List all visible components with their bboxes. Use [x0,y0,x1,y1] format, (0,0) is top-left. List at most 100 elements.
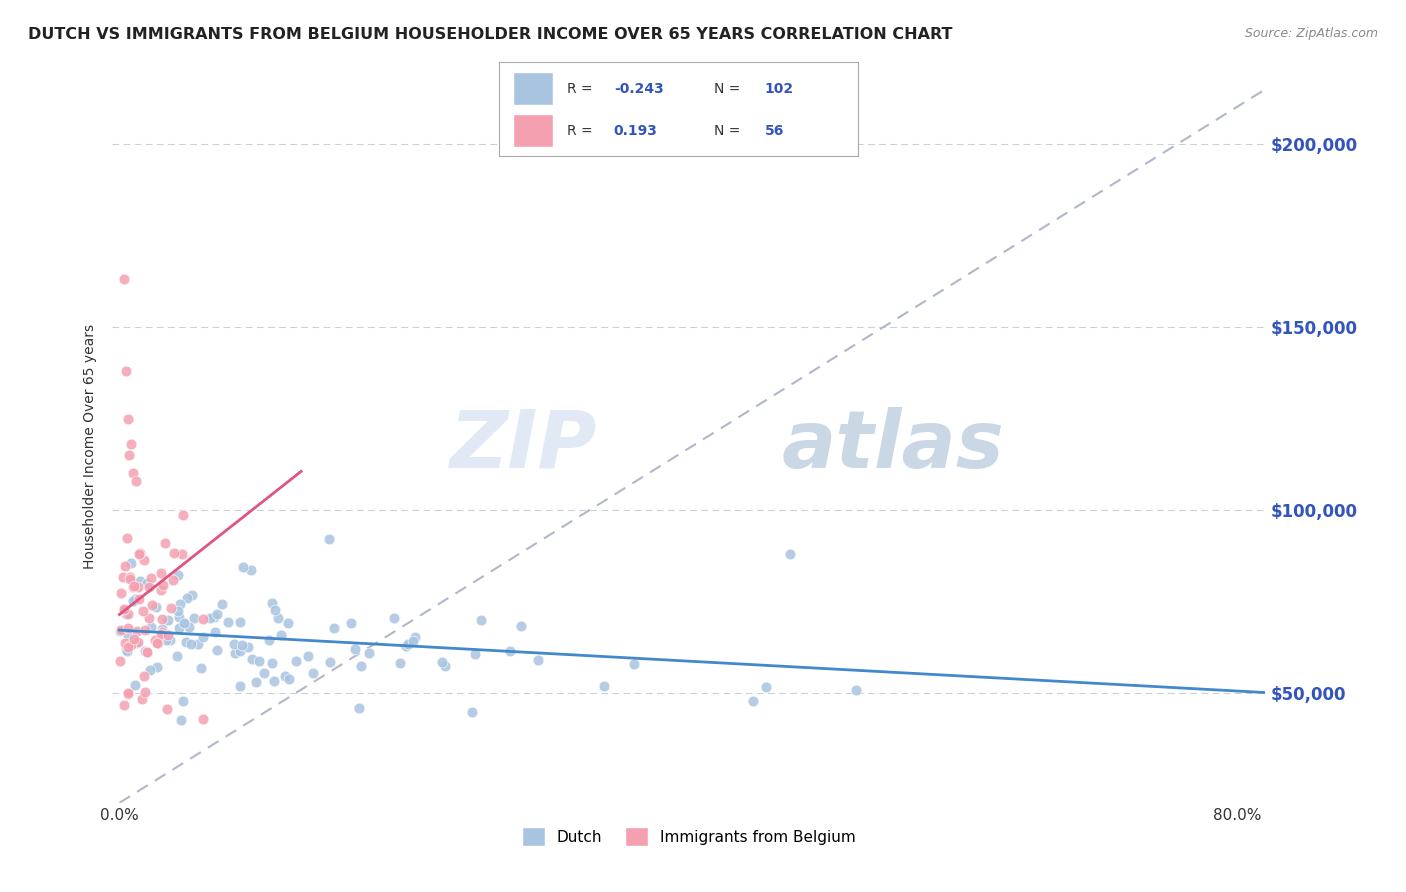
Immigrants from Belgium [122,579,145,593]
Dutch [180,637,202,651]
Dutch [396,637,419,651]
Text: Source: ZipAtlas.com: Source: ZipAtlas.com [1244,27,1378,40]
Immigrants from Belgium [148,635,170,649]
Dutch [173,616,195,631]
Dutch [592,679,614,693]
Immigrants from Belgium [127,634,149,648]
Dutch [344,642,367,657]
Dutch [323,620,346,634]
Dutch [177,620,200,634]
Dutch [297,648,319,663]
Immigrants from Belgium [162,573,184,587]
Immigrants from Belgium [122,467,145,481]
Dutch [134,644,156,658]
Dutch [128,574,150,588]
Dutch [247,654,270,668]
Dutch [229,615,252,630]
Dutch [150,622,173,636]
Dutch [159,632,181,647]
Dutch [284,654,307,668]
Dutch [340,615,363,630]
Immigrants from Belgium [118,448,141,462]
Immigrants from Belgium [131,691,153,706]
Immigrants from Belgium [150,566,173,580]
Text: 56: 56 [765,124,783,137]
Dutch [357,646,380,660]
Dutch [191,630,214,644]
Dutch [263,673,285,688]
Dutch [229,679,252,693]
Immigrants from Belgium [128,545,150,559]
Immigrants from Belgium [117,411,139,425]
Dutch [260,596,283,610]
Immigrants from Belgium [136,645,159,659]
Immigrants from Belgium [172,508,194,522]
Immigrants from Belgium [153,536,176,550]
Dutch [302,666,325,681]
Dutch [277,615,299,630]
Dutch [404,630,426,644]
Dutch [211,597,233,611]
Dutch [169,621,191,635]
Immigrants from Belgium [115,364,138,378]
Dutch [139,620,162,634]
Immigrants from Belgium [120,572,142,586]
Immigrants from Belgium [114,635,136,649]
Immigrants from Belgium [141,571,163,585]
Dutch [245,675,267,690]
Dutch [434,658,457,673]
Dutch [169,597,191,611]
Immigrants from Belgium [117,687,139,701]
Immigrants from Belgium [110,585,132,599]
Dutch [173,616,195,631]
Dutch [174,635,197,649]
Dutch [499,644,522,658]
Immigrants from Belgium [117,640,139,655]
Text: -0.243: -0.243 [614,82,664,95]
Immigrants from Belgium [112,698,135,712]
Dutch [845,682,868,697]
Immigrants from Belgium [122,632,145,646]
Immigrants from Belgium [150,612,173,626]
Dutch [464,647,486,661]
Dutch [183,611,205,625]
Immigrants from Belgium [128,591,150,606]
Dutch [124,677,146,691]
Dutch [145,599,167,614]
Dutch [115,641,138,656]
Immigrants from Belgium [134,623,156,637]
Immigrants from Belgium [141,598,163,612]
Dutch [198,611,221,625]
Immigrants from Belgium [127,580,149,594]
Text: R =: R = [567,124,598,137]
Dutch [176,591,198,606]
Immigrants from Belgium [120,638,142,652]
Immigrants from Belgium [191,612,214,626]
Dutch [190,661,212,675]
Immigrants from Belgium [110,624,132,638]
Dutch [264,603,287,617]
Dutch [232,560,254,574]
Text: DUTCH VS IMMIGRANTS FROM BELGIUM HOUSEHOLDER INCOME OVER 65 YEARS CORRELATION CH: DUTCH VS IMMIGRANTS FROM BELGIUM HOUSEHO… [28,27,953,42]
Dutch [270,628,292,642]
Dutch [172,693,194,707]
Dutch [229,643,252,657]
Dutch [239,563,262,577]
Immigrants from Belgium [121,580,143,594]
Immigrants from Belgium [112,272,135,286]
Immigrants from Belgium [159,600,181,615]
Dutch [138,663,160,677]
Immigrants from Belgium [114,559,136,574]
Dutch [267,611,290,625]
Immigrants from Belgium [138,610,160,624]
FancyBboxPatch shape [513,72,553,104]
Immigrants from Belgium [112,602,135,616]
Dutch [319,655,342,669]
Dutch [318,533,340,547]
Immigrants from Belgium [138,580,160,594]
Immigrants from Belgium [149,627,172,641]
Dutch [117,628,139,642]
Dutch [157,613,180,627]
Immigrants from Belgium [163,546,186,560]
Dutch [382,611,405,625]
